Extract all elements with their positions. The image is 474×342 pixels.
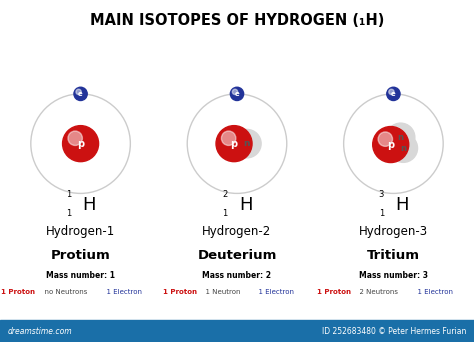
Text: n: n — [401, 144, 406, 153]
Circle shape — [68, 131, 82, 145]
Text: 2 Neutrons: 2 Neutrons — [355, 289, 398, 295]
Circle shape — [63, 126, 99, 162]
Text: Hydrogen-1: Hydrogen-1 — [46, 225, 115, 238]
Circle shape — [233, 129, 261, 158]
Circle shape — [389, 134, 418, 162]
Text: MAIN ISOTOPES OF HYDROGEN (₁H): MAIN ISOTOPES OF HYDROGEN (₁H) — [90, 13, 384, 28]
Text: Mass number: 1: Mass number: 1 — [46, 271, 115, 280]
Text: 1 Electron: 1 Electron — [254, 289, 294, 295]
Circle shape — [387, 87, 400, 101]
Text: H: H — [82, 196, 96, 214]
Circle shape — [216, 126, 252, 162]
Text: 1: 1 — [222, 209, 228, 219]
Text: Protium: Protium — [51, 249, 110, 262]
Circle shape — [232, 89, 237, 94]
Text: 2: 2 — [222, 190, 228, 199]
Text: H: H — [239, 196, 253, 214]
Text: n: n — [244, 139, 250, 148]
Text: Mass number: 3: Mass number: 3 — [359, 271, 428, 280]
Text: 1: 1 — [379, 209, 384, 219]
Text: 1 Electron: 1 Electron — [413, 289, 453, 295]
Circle shape — [391, 127, 402, 139]
Text: Hydrogen-2: Hydrogen-2 — [202, 225, 272, 238]
Text: 1: 1 — [66, 209, 71, 219]
Text: 1 Neutron: 1 Neutron — [201, 289, 240, 295]
Circle shape — [221, 131, 236, 145]
Text: 1: 1 — [66, 190, 71, 199]
Text: H: H — [395, 196, 409, 214]
Circle shape — [378, 132, 392, 146]
Text: e: e — [391, 91, 396, 97]
Text: n: n — [398, 133, 404, 142]
Text: p: p — [230, 139, 237, 149]
Circle shape — [393, 138, 405, 149]
Text: p: p — [387, 140, 394, 149]
Circle shape — [74, 87, 87, 101]
Text: Deuterium: Deuterium — [197, 249, 277, 262]
Text: Tritium: Tritium — [367, 249, 420, 262]
Text: 3: 3 — [379, 190, 384, 199]
Text: Mass number: 2: Mass number: 2 — [202, 271, 272, 280]
Text: ID 252683480 © Peter Hermes Furian: ID 252683480 © Peter Hermes Furian — [322, 327, 466, 336]
Bar — [0, 320, 474, 342]
Text: 1 Proton: 1 Proton — [163, 289, 197, 295]
Text: no Neutrons: no Neutrons — [40, 289, 87, 295]
Circle shape — [386, 123, 415, 152]
Text: 1 Proton: 1 Proton — [317, 289, 351, 295]
Text: 1 Electron: 1 Electron — [102, 289, 142, 295]
Text: 1 Proton: 1 Proton — [1, 289, 36, 295]
Circle shape — [389, 89, 394, 94]
Text: dreamstime.com: dreamstime.com — [8, 327, 73, 336]
Circle shape — [237, 134, 248, 145]
Text: e: e — [235, 91, 239, 97]
Circle shape — [373, 127, 409, 162]
Text: Hydrogen-3: Hydrogen-3 — [359, 225, 428, 238]
Text: e: e — [78, 91, 83, 97]
Text: p: p — [77, 139, 84, 149]
Circle shape — [76, 89, 81, 94]
Circle shape — [230, 87, 244, 101]
